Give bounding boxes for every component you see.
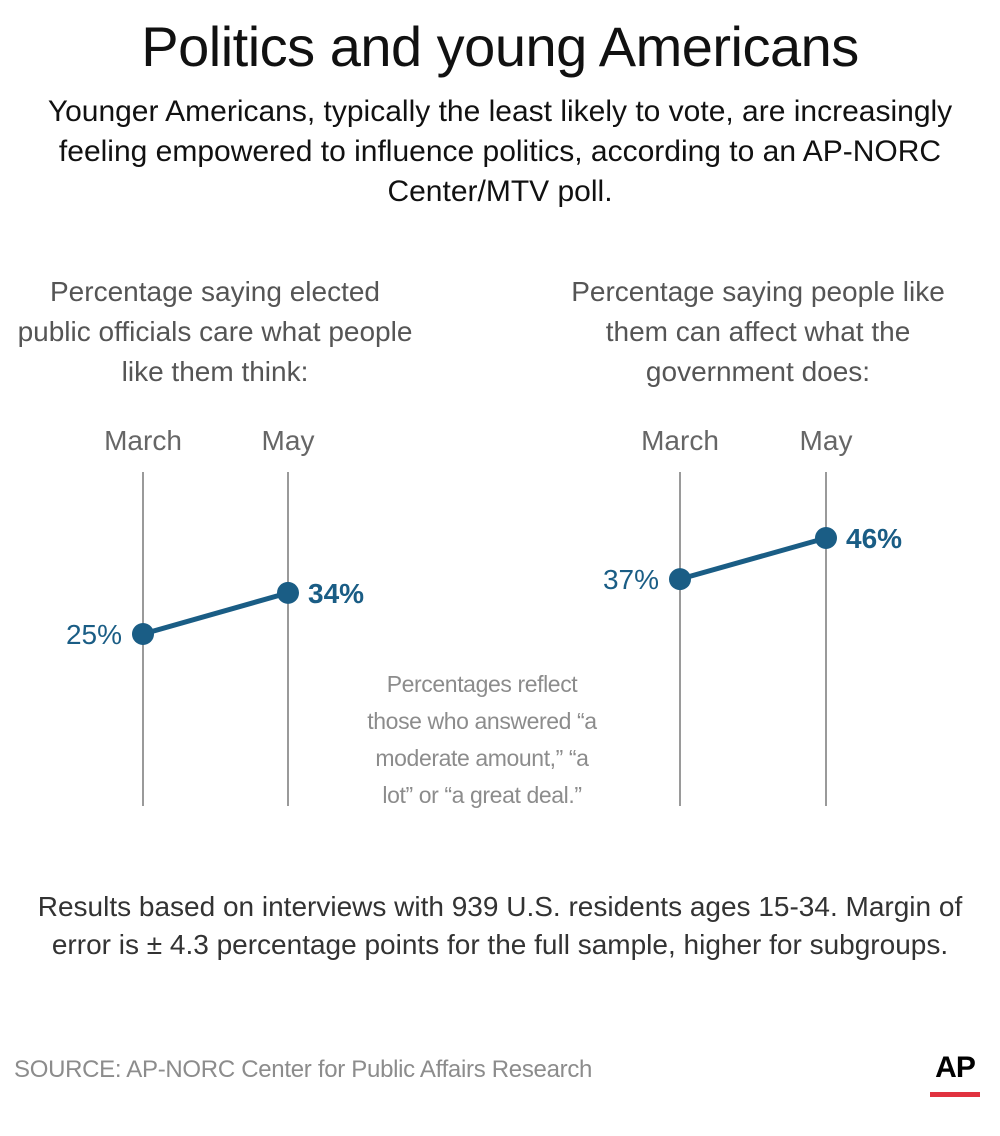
chart-subtitle: Younger Americans, typically the least l… bbox=[47, 95, 953, 208]
ap-logo-accent-bar bbox=[930, 1092, 980, 1097]
right-panel-title: Percentage saying people like them can a… bbox=[571, 276, 945, 387]
left-chart: March May 25% 34% bbox=[66, 425, 364, 806]
chart-title: Politics and young Americans bbox=[141, 15, 859, 78]
left-point-may bbox=[277, 581, 299, 604]
right-series-line bbox=[679, 535, 827, 582]
right-axis-label-may: May bbox=[800, 425, 853, 456]
left-value-label-may: 34% bbox=[308, 578, 364, 609]
right-value-label-may: 46% bbox=[846, 523, 902, 554]
right-chart: March May 37% 46% bbox=[603, 425, 902, 806]
right-point-march bbox=[669, 568, 691, 591]
source-credit: SOURCE: AP-NORC Center for Public Affair… bbox=[14, 1056, 593, 1083]
left-panel-title: Percentage saying elected public officia… bbox=[17, 276, 413, 387]
left-value-label-march: 25% bbox=[66, 619, 122, 650]
ap-logo: AP bbox=[930, 1050, 980, 1097]
left-series-line bbox=[142, 590, 289, 637]
left-axis-label-march: March bbox=[104, 425, 182, 456]
right-axis-label-march: March bbox=[641, 425, 719, 456]
left-axis-label-may: May bbox=[262, 425, 315, 456]
ap-logo-text: AP bbox=[935, 1051, 976, 1084]
answer-footnote: Percentages reflect those who answered “… bbox=[367, 671, 597, 808]
methodology-note: Results based on interviews with 939 U.S… bbox=[37, 891, 963, 960]
right-value-label-march: 37% bbox=[603, 564, 659, 595]
left-point-march bbox=[132, 623, 154, 645]
right-point-may bbox=[815, 527, 837, 549]
